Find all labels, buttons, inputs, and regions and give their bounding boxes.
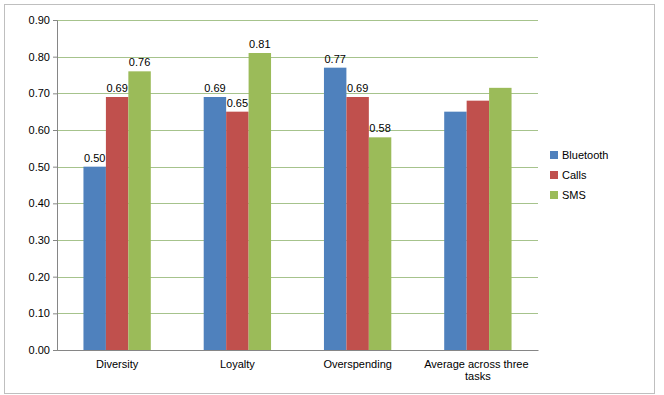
grid [57,21,538,351]
x-tick: Diversity [96,350,139,370]
data-label: 0.77 [324,53,345,65]
y-tick-label: 0.20 [29,271,50,283]
data-label: 0.76 [129,56,150,68]
bar [204,97,226,350]
y-tick: 0.80 [29,51,57,63]
legend-label: Calls [562,169,587,181]
x-axis: Diversity Loyalty Overspending Average acro… [58,350,539,382]
data-label: 0.69 [106,82,127,94]
data-label: 0.69 [347,82,368,94]
y-tick: 0.20 [29,271,57,283]
bar [324,68,346,350]
y-axis-line [53,21,58,351]
legend-item: Bluetooth [550,149,608,161]
data-label: 0.65 [227,97,248,109]
y-tick: 0.70 [29,87,57,99]
y-tick-mark [53,167,57,168]
bar [226,112,248,350]
bar [83,167,105,350]
data-label: 0.50 [84,152,105,164]
y-tick: 0.30 [29,234,57,246]
legend-label: SMS [562,189,586,201]
bar [369,137,391,350]
bar [249,53,271,350]
y-tick-label: 0.00 [29,344,50,356]
bar [346,97,368,350]
y-tick-mark [53,20,57,21]
y-tick-mark [53,313,57,314]
x-tick-label: Overspending [323,358,392,370]
x-tick: Overspending [323,350,392,370]
x-tick: Average across three tasks [424,350,531,382]
x-axis-line [58,350,539,351]
y-tick: 0.50 [29,161,57,173]
bar [106,97,128,350]
y-tick: 0.40 [29,197,57,209]
legend-item: Calls [550,169,587,181]
legend-swatch [550,171,558,179]
y-tick-mark [53,203,57,204]
data-label: 0.69 [204,82,225,94]
chart-frame [5,5,655,394]
legend-swatch [550,151,558,159]
data-labels: 0.500.690.770.690.650.690.760.810.58 [84,38,391,164]
y-tick-mark [53,277,57,278]
bar [128,71,150,350]
plot: 0.00 0.10 0.20 0.30 0.40 0.50 0.60 0.70 0.80 0.90… [29,14,539,382]
y-tick-mark [53,350,57,351]
y-tick-mark [53,57,57,58]
y-tick-mark [53,93,57,94]
x-tick-label: Loyalty [220,358,255,370]
bar [489,88,511,350]
y-tick: 0.10 [29,307,57,319]
y-tick-label: 0.60 [29,124,50,136]
y-tick-mark [53,130,57,131]
y-tick-label: 0.50 [29,161,50,173]
x-tick: Loyalty [220,350,255,370]
y-tick-label: 0.80 [29,51,50,63]
chart: 0.00 0.10 0.20 0.30 0.40 0.50 0.60 0.70 0.80 0.90… [0,0,664,395]
bars [83,53,511,350]
y-tick-label: 0.90 [29,14,50,26]
y-tick-label: 0.70 [29,87,50,99]
y-axis: 0.00 0.10 0.20 0.30 0.40 0.50 0.60 0.70 0.80 0.90 [29,14,58,356]
data-label: 0.81 [249,38,270,50]
bar [444,112,466,350]
y-tick-mark [53,240,57,241]
legend: Bluetooth Calls SMS [550,149,608,201]
y-tick: 0.90 [29,14,57,26]
data-label: 0.58 [369,122,390,134]
x-tick-label: Diversity [96,358,139,370]
y-tick: 0.00 [29,344,57,356]
grid-line [57,350,538,351]
x-tick-label: Average across three tasks [424,358,531,383]
y-tick-label: 0.40 [29,197,50,209]
grid-line [57,20,538,21]
legend-swatch [550,191,558,199]
y-tick-label: 0.30 [29,234,50,246]
y-tick: 0.60 [29,124,57,136]
bar [467,101,489,350]
legend-label: Bluetooth [562,149,608,161]
y-tick-label: 0.10 [29,307,50,319]
legend-item: SMS [550,189,586,201]
